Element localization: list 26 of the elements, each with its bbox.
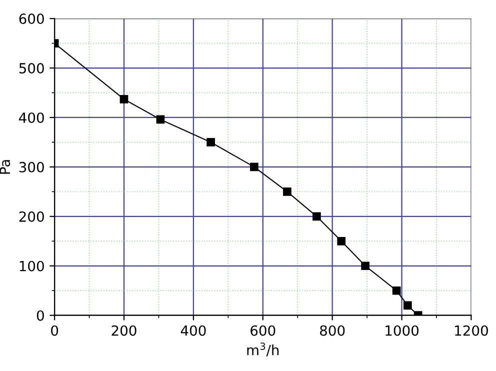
y-axis-title: Pa	[0, 160, 10, 174]
point	[312, 212, 321, 221]
x-axis-title: m$^{3}$/h	[247, 342, 279, 356]
y-tick-label: 200	[19, 211, 44, 222]
point	[283, 188, 292, 196]
x-tick-label: 1200	[455, 325, 488, 336]
x-tick-label: 600	[250, 325, 276, 336]
point	[206, 138, 215, 146]
x-tick-label: 800	[320, 325, 345, 336]
point	[337, 236, 346, 246]
point	[156, 115, 165, 124]
y-tick-label: 500	[19, 62, 44, 74]
y-tick-label: 0	[36, 310, 44, 321]
x-tick-label: 1000	[386, 325, 419, 336]
y-tick-label: 600	[19, 14, 44, 24]
point	[403, 301, 412, 310]
y-tick-label: 400	[19, 112, 44, 123]
point	[392, 286, 401, 295]
x-tick-label: 0	[51, 325, 58, 336]
point	[361, 262, 370, 270]
point	[250, 162, 258, 172]
x-tick-label: 200	[112, 325, 136, 336]
x-tick-label: 400	[180, 325, 206, 336]
point	[120, 95, 128, 104]
y-tick-label: 100	[20, 260, 44, 272]
y-tick-label: 300	[19, 162, 44, 172]
